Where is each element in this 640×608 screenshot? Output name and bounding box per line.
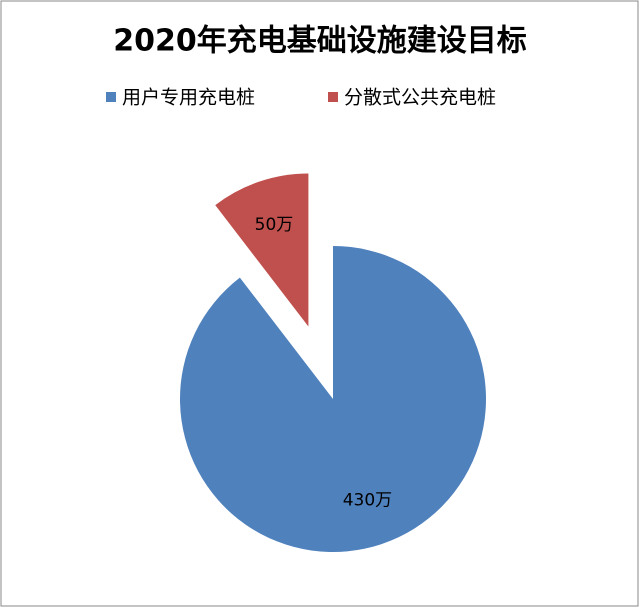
legend-label: 分散式公共充电桩 bbox=[344, 87, 496, 109]
data-label: 430万 bbox=[343, 490, 392, 510]
data-label: 50万 bbox=[255, 215, 294, 235]
chart-title: 2020年充电基础设施建设目标 bbox=[113, 24, 527, 59]
legend-swatch bbox=[106, 92, 116, 102]
legend-label: 用户专用充电桩 bbox=[122, 87, 255, 109]
pie-slice bbox=[215, 173, 309, 327]
legend-swatch bbox=[328, 92, 338, 102]
pie-slice bbox=[180, 246, 487, 552]
